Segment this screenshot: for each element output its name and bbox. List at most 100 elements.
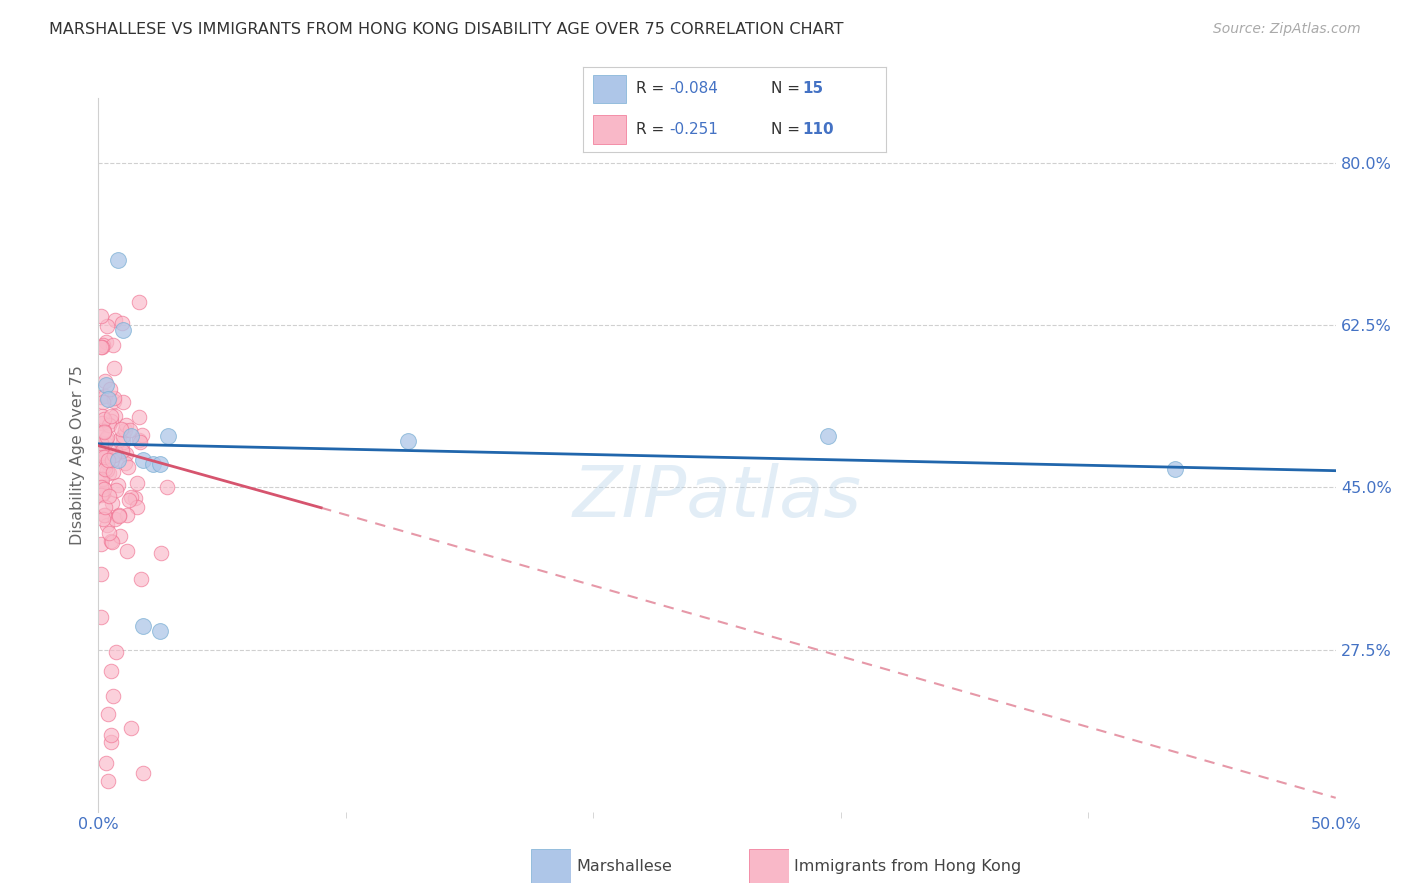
Point bbox=[132, 452, 155, 467]
Point bbox=[107, 478, 129, 492]
Text: ZIPatlas: ZIPatlas bbox=[572, 463, 862, 533]
Point bbox=[91, 512, 114, 526]
Point bbox=[107, 452, 129, 467]
Point bbox=[129, 572, 152, 586]
Point bbox=[104, 645, 127, 659]
Point bbox=[97, 418, 120, 433]
Point bbox=[107, 253, 129, 268]
Point bbox=[149, 624, 172, 638]
Point bbox=[120, 490, 142, 504]
Point bbox=[104, 313, 127, 327]
Point bbox=[100, 382, 122, 396]
Point bbox=[91, 480, 114, 494]
Text: R =: R = bbox=[637, 81, 669, 96]
Point bbox=[93, 458, 115, 473]
Point bbox=[108, 508, 131, 523]
Point bbox=[98, 466, 121, 480]
Point bbox=[97, 774, 120, 789]
Point bbox=[125, 500, 148, 514]
Point bbox=[107, 509, 129, 524]
Point bbox=[117, 459, 139, 474]
Point bbox=[94, 334, 117, 349]
Point bbox=[90, 488, 112, 502]
Point bbox=[94, 508, 117, 522]
Point bbox=[100, 735, 122, 749]
Point bbox=[94, 435, 117, 450]
Point bbox=[127, 476, 149, 491]
Point bbox=[103, 689, 125, 703]
Point bbox=[90, 427, 112, 442]
Point bbox=[100, 414, 122, 428]
Point bbox=[104, 444, 127, 458]
Text: N =: N = bbox=[770, 122, 804, 137]
Point bbox=[111, 434, 134, 449]
Point bbox=[93, 485, 115, 500]
Point bbox=[115, 447, 138, 461]
Point bbox=[120, 423, 142, 437]
Point bbox=[128, 433, 150, 447]
Point bbox=[128, 434, 150, 449]
Point bbox=[114, 417, 136, 432]
Point bbox=[91, 473, 114, 487]
Text: Immigrants from Hong Kong: Immigrants from Hong Kong bbox=[794, 859, 1022, 873]
Point bbox=[112, 323, 135, 337]
Text: -0.084: -0.084 bbox=[669, 81, 718, 96]
Point bbox=[111, 394, 134, 409]
Point bbox=[94, 390, 117, 404]
Point bbox=[120, 429, 142, 443]
Point bbox=[90, 566, 112, 581]
Point bbox=[93, 445, 115, 459]
Point bbox=[93, 462, 115, 476]
Point bbox=[91, 486, 114, 500]
Point bbox=[156, 429, 179, 443]
Point bbox=[93, 482, 115, 496]
Point bbox=[817, 429, 839, 443]
Point bbox=[90, 446, 112, 460]
Text: Source: ZipAtlas.com: Source: ZipAtlas.com bbox=[1213, 22, 1361, 37]
Point bbox=[132, 619, 155, 633]
Point bbox=[90, 609, 112, 624]
Point bbox=[1164, 462, 1187, 476]
Point bbox=[96, 319, 118, 334]
Point bbox=[96, 430, 118, 444]
Y-axis label: Disability Age Over 75: Disability Age Over 75 bbox=[70, 365, 86, 545]
Point bbox=[111, 429, 134, 443]
Point bbox=[128, 409, 150, 424]
Point bbox=[96, 455, 118, 469]
Point bbox=[100, 728, 122, 742]
Point bbox=[128, 295, 150, 310]
Point bbox=[100, 533, 122, 548]
Point bbox=[91, 337, 114, 351]
Point bbox=[115, 508, 138, 523]
Point bbox=[100, 409, 122, 423]
Point bbox=[97, 707, 120, 722]
Point bbox=[118, 493, 141, 508]
Text: Marshallese: Marshallese bbox=[576, 859, 672, 873]
Point bbox=[104, 512, 127, 526]
Point bbox=[100, 496, 122, 510]
Point bbox=[93, 450, 115, 464]
Point bbox=[100, 664, 122, 678]
Point bbox=[110, 529, 132, 543]
Point bbox=[120, 721, 142, 735]
Text: R =: R = bbox=[637, 122, 669, 137]
Point bbox=[90, 340, 112, 354]
Point bbox=[101, 338, 124, 352]
Point bbox=[114, 423, 136, 437]
Point bbox=[94, 433, 117, 447]
Point bbox=[132, 765, 155, 780]
Point bbox=[90, 310, 112, 324]
Point bbox=[111, 443, 134, 458]
Point bbox=[91, 395, 114, 409]
Point bbox=[115, 544, 138, 558]
Text: 110: 110 bbox=[803, 122, 834, 137]
Point bbox=[101, 465, 124, 479]
Point bbox=[98, 489, 121, 503]
Point bbox=[103, 393, 125, 408]
Point bbox=[91, 409, 114, 423]
Text: -0.251: -0.251 bbox=[669, 122, 718, 137]
Point bbox=[142, 457, 165, 471]
Point bbox=[93, 424, 115, 438]
Point bbox=[103, 448, 125, 462]
Point bbox=[93, 411, 115, 425]
